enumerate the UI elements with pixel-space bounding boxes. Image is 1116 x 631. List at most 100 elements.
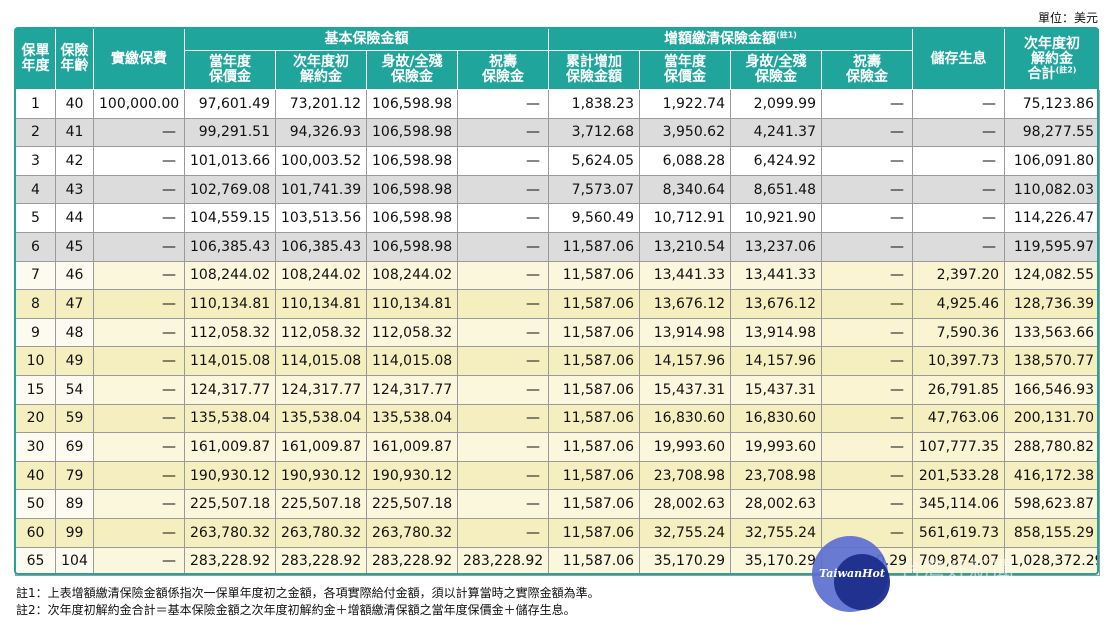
- table-cell: 13,237.06: [730, 231, 822, 262]
- table-cell: 28,002.63: [639, 489, 731, 519]
- table-cell: 15,437.31: [639, 374, 731, 405]
- table-cell: 11,587.06: [548, 546, 640, 577]
- table-cell: —: [93, 546, 185, 577]
- table-cell: 263,780.32: [184, 517, 276, 548]
- table-cell: 13,676.12: [639, 289, 731, 319]
- table-cell: —: [457, 346, 549, 376]
- table-row: 6 45—106,385.43 106,385.43 106,598.98—11,58…: [15, 231, 1101, 262]
- table-cell: 2,397.20: [912, 260, 1006, 291]
- table-cell: 225,507.18: [184, 489, 276, 519]
- table-cell: 2: [15, 117, 56, 148]
- table-cell: 106,598.98: [366, 231, 458, 262]
- logo-text: TaiwanHot: [819, 567, 885, 580]
- table-cell: 3,950.62: [639, 117, 731, 148]
- table-cell: —: [820, 374, 914, 405]
- taiwanhot-logo: TaiwanHot: [812, 536, 890, 612]
- table-cell: 3,712.68: [548, 117, 640, 148]
- table-cell: 9: [15, 317, 56, 348]
- table-cell: —: [93, 517, 185, 548]
- table-cell: 47: [55, 289, 94, 319]
- table-cell: 106,598.98: [366, 117, 458, 148]
- table-cell: 40: [55, 89, 94, 119]
- base-col-header: 身故/全殘 保險金: [366, 50, 458, 90]
- table-cell: —: [93, 203, 185, 233]
- table-cell: 49: [55, 346, 94, 376]
- table-cell: 138,570.77: [1004, 346, 1101, 376]
- table-cell: 73,201.12: [275, 89, 367, 119]
- base-col-header: 次年度初 解約金: [275, 50, 367, 90]
- table-cell: —: [820, 489, 914, 519]
- table-cell: 106,385.43: [184, 231, 276, 262]
- table-cell: 13,210.54: [639, 231, 731, 262]
- table-cell: 283,228.92: [457, 546, 549, 577]
- table-cell: 225,507.18: [275, 489, 367, 519]
- table-cell: 201,533.28: [912, 460, 1006, 491]
- table-cell: 106,091.80: [1004, 146, 1101, 176]
- table-cell: 283,228.92: [184, 546, 276, 577]
- table-cell: —: [820, 346, 914, 376]
- table-cell: 190,930.12: [184, 460, 276, 491]
- table-cell: 16,830.60: [730, 403, 822, 434]
- table-cell: 30: [15, 432, 56, 462]
- table-cell: 45: [55, 231, 94, 262]
- table-cell: 11,587.06: [548, 460, 640, 491]
- table-cell: 263,780.32: [366, 517, 458, 548]
- table-cell: 4,241.37: [730, 117, 822, 148]
- benefit-table: 保單 年度 保險 年齡 實繳保費 基本保險金額 增額繳清保險金額(註1) 儲存生…: [15, 28, 1101, 577]
- table-cell: 161,009.87: [366, 432, 458, 462]
- table-cell: 225,507.18: [366, 489, 458, 519]
- table-cell: —: [457, 317, 549, 348]
- table-row: 2 41—99,291.51 94,326.93 106,598.98—3,712.6…: [15, 117, 1101, 148]
- paidup-col-header: 當年度 保價金: [639, 50, 731, 90]
- table-cell: —: [457, 146, 549, 176]
- footnotes: 註1：上表增額繳清保險金額係指次一保單年度初之金額，各項實際給付金額，須以計算當…: [16, 585, 600, 619]
- table-cell: 99,291.51: [184, 117, 276, 148]
- table-cell: 1: [15, 89, 56, 119]
- table-cell: 11,587.06: [548, 260, 640, 291]
- table-cell: 101,013.66: [184, 146, 276, 176]
- table-cell: 5,624.05: [548, 146, 640, 176]
- table-cell: —: [93, 317, 185, 348]
- table-row: 20 59—135,538.04 135,538.04 135,538.04—11,5…: [15, 403, 1101, 434]
- table-cell: 119,595.97: [1004, 231, 1101, 262]
- group-base-header: 基本保險金額: [184, 28, 549, 51]
- table-cell: 102,769.08: [184, 174, 276, 205]
- table-cell: 110,134.81: [366, 289, 458, 319]
- table-cell: 54: [55, 374, 94, 405]
- table-cell: 28,002.63: [730, 489, 822, 519]
- table-cell: 50: [15, 489, 56, 519]
- table-cell: 106,598.98: [366, 146, 458, 176]
- col-interest-header: 儲存生息: [912, 28, 1006, 90]
- table-cell: —: [820, 260, 914, 291]
- table-cell: 6,088.28: [639, 146, 731, 176]
- table-cell: 114,015.08: [184, 346, 276, 376]
- table-cell: 59: [55, 403, 94, 434]
- table-cell: 11,587.06: [548, 289, 640, 319]
- table-cell: 135,538.04: [366, 403, 458, 434]
- table-cell: —: [820, 403, 914, 434]
- table-cell: 135,538.04: [184, 403, 276, 434]
- table-cell: 110,082.03: [1004, 174, 1101, 205]
- table-cell: 15,437.31: [730, 374, 822, 405]
- table-row: 3 42—101,013.66 100,003.52 106,598.98—5,624…: [15, 146, 1101, 176]
- col-paid-header: 實繳保費: [93, 28, 185, 90]
- table-cell: 47,763.06: [912, 403, 1006, 434]
- table-cell: 11,587.06: [548, 374, 640, 405]
- table-cell: —: [93, 374, 185, 405]
- table-cell: 32,755.24: [730, 517, 822, 548]
- table-cell: 13,441.33: [730, 260, 822, 291]
- table-cell: 8,340.64: [639, 174, 731, 205]
- table-cell: 110,134.81: [184, 289, 276, 319]
- table-cell: 11,587.06: [548, 346, 640, 376]
- table-cell: —: [912, 203, 1006, 233]
- table-row: 1 40 100,000.00 97,601.49 73,201.12 106,598.9…: [15, 89, 1101, 119]
- table-cell: 124,317.77: [275, 374, 367, 405]
- table-cell: 283,228.92: [275, 546, 367, 577]
- table-cell: 69: [55, 432, 94, 462]
- table-cell: 1,838.23: [548, 89, 640, 119]
- table-cell: 8,651.48: [730, 174, 822, 205]
- table-cell: 128,736.39: [1004, 289, 1101, 319]
- table-cell: 4,925.46: [912, 289, 1006, 319]
- table-cell: 100,003.52: [275, 146, 367, 176]
- table-cell: 108,244.02: [275, 260, 367, 291]
